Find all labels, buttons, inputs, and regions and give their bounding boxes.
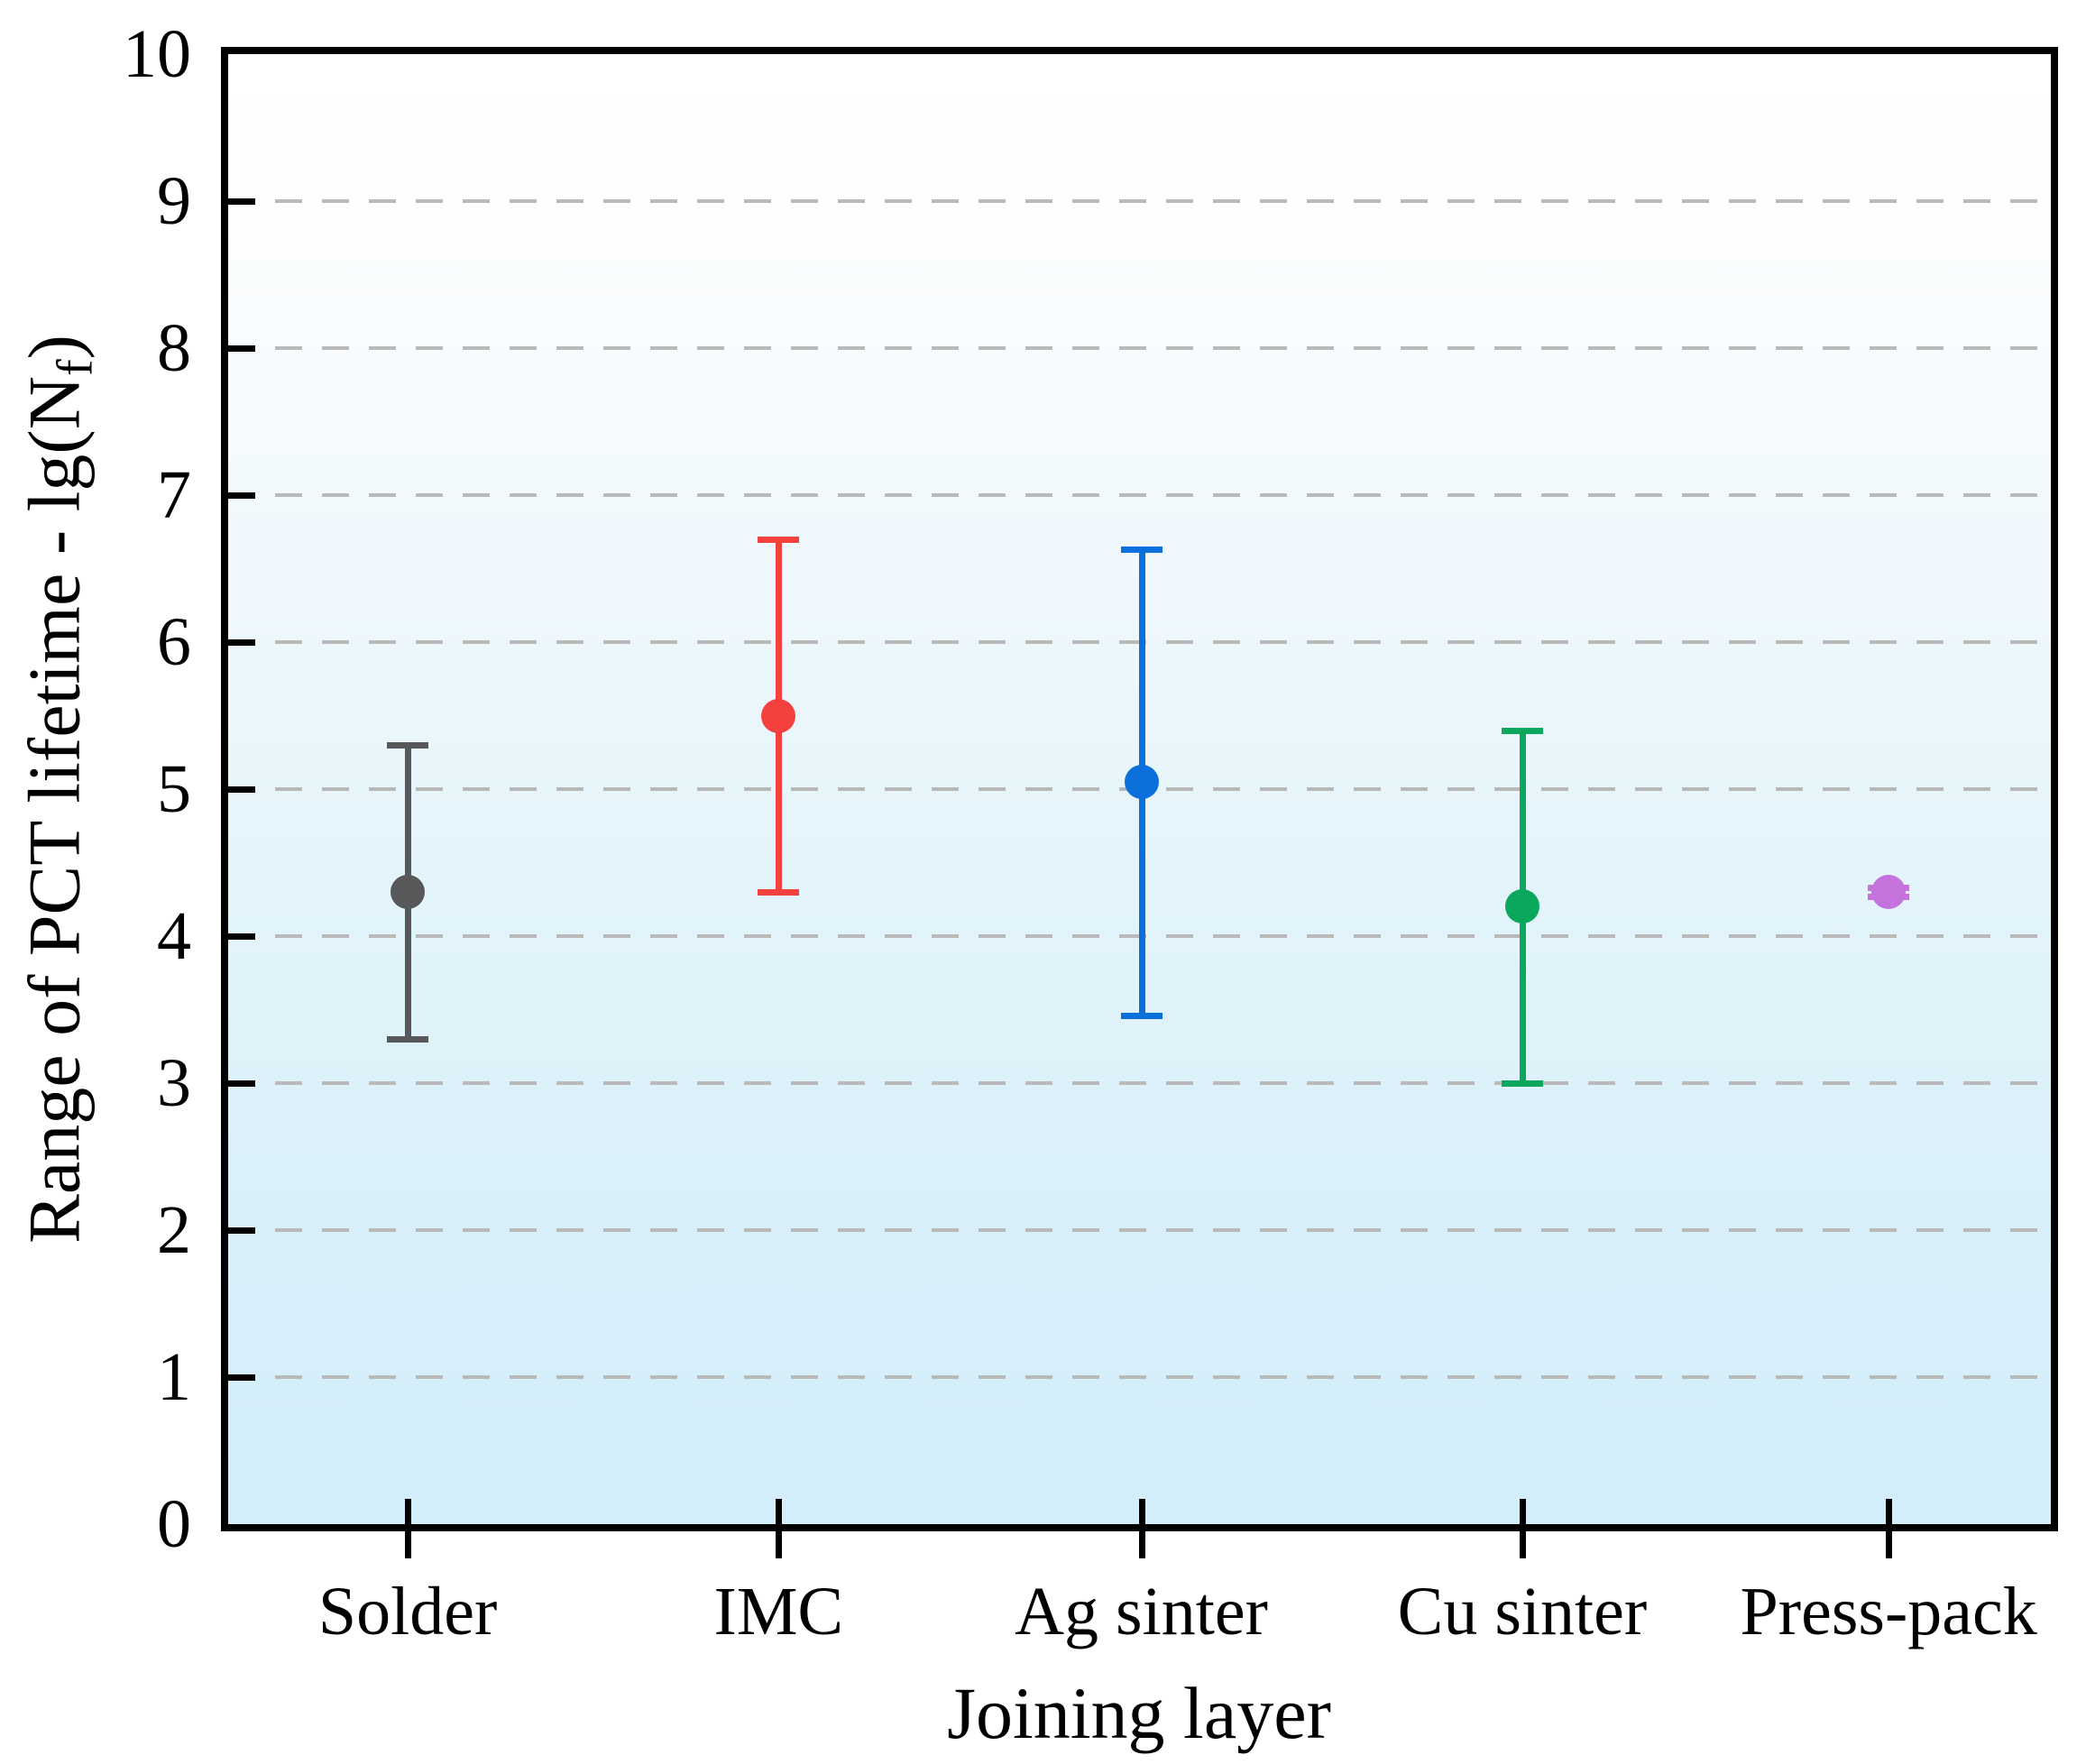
error-bar-cap-bottom-solder <box>387 1036 429 1043</box>
y-tick-label-3: 3 <box>157 1045 191 1121</box>
y-tick-label-10: 10 <box>123 16 191 92</box>
y-axis-title-main: Range of PCT lifetime - lg(N <box>13 376 96 1244</box>
y-axis-title-subscript: f <box>47 359 104 377</box>
gridline-y7 <box>228 493 2051 497</box>
y-tick-3 <box>228 1080 255 1087</box>
data-point-marker-cu-sinter <box>1504 889 1539 924</box>
y-tick-6 <box>228 639 255 646</box>
y-tick-label-9: 9 <box>157 163 191 239</box>
x-tick-label-1: Solder <box>317 1574 498 1649</box>
y-tick-label-4: 4 <box>157 898 191 974</box>
y-tick-label-1: 1 <box>157 1339 191 1415</box>
x-tick-label-5: Press-pack <box>1740 1574 2037 1649</box>
x-tick-1 <box>405 1499 412 1558</box>
y-tick-9 <box>228 198 255 205</box>
data-point-marker-solder <box>391 875 426 910</box>
data-point-marker-imc <box>761 698 796 733</box>
gridline-y2 <box>228 1228 2051 1232</box>
gridline-y3 <box>228 1081 2051 1085</box>
y-tick-label-6: 6 <box>157 604 191 680</box>
error-bar-cap-top-imc <box>758 536 800 543</box>
x-tick-4 <box>1519 1499 1526 1558</box>
y-tick-4 <box>228 933 255 940</box>
x-tick-label-4: Cu sinter <box>1397 1574 1648 1649</box>
error-bar-cap-top-solder <box>387 742 429 749</box>
error-bar-cap-bottom-ag-sinter <box>1120 1013 1162 1020</box>
x-tick-5 <box>1886 1499 1893 1558</box>
error-bar-cap-top-cu-sinter <box>1501 727 1543 734</box>
gridline-y1 <box>228 1375 2051 1379</box>
x-axis-title: Joining layer <box>947 1672 1331 1754</box>
data-point-marker-press-pack <box>1871 875 1907 910</box>
y-tick-7 <box>228 492 255 499</box>
x-tick-3 <box>1138 1499 1145 1558</box>
y-tick-8 <box>228 345 255 352</box>
y-tick-2 <box>228 1227 255 1234</box>
error-bar-cap-bottom-imc <box>758 889 800 896</box>
x-tick-label-2: IMC <box>713 1574 844 1649</box>
y-tick-label-2: 2 <box>157 1192 191 1268</box>
gridline-y9 <box>228 199 2051 203</box>
y-tick-label-8: 8 <box>157 310 191 386</box>
y-axis-title-close: ) <box>13 335 96 360</box>
y-tick-label-5: 5 <box>157 751 191 827</box>
gridline-y8 <box>228 346 2051 350</box>
data-point-marker-ag-sinter <box>1124 764 1159 799</box>
error-bar-cap-top-ag-sinter <box>1120 547 1162 554</box>
x-tick-label-3: Ag sinter <box>1015 1574 1268 1649</box>
y-tick-5 <box>228 786 255 793</box>
y-tick-label-0: 0 <box>157 1486 191 1562</box>
x-tick-2 <box>776 1499 783 1558</box>
y-tick-1 <box>228 1374 255 1381</box>
y-axis-title: Range of PCT lifetime - lg(Nf) <box>14 335 116 1244</box>
y-tick-label-7: 7 <box>157 457 191 533</box>
error-bar-cap-bottom-cu-sinter <box>1501 1080 1543 1087</box>
